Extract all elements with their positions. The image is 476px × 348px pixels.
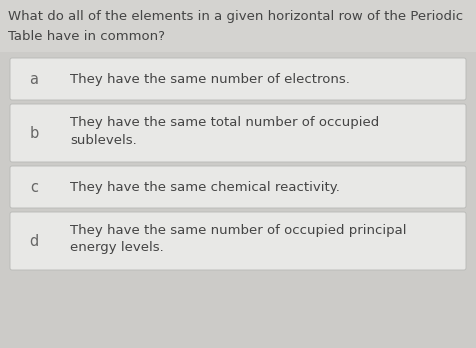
Text: They have the same number of occupied principal
energy levels.: They have the same number of occupied pr…	[70, 224, 407, 254]
FancyBboxPatch shape	[10, 104, 466, 162]
Text: They have the same chemical reactivity.: They have the same chemical reactivity.	[70, 181, 340, 193]
Bar	[0, 0, 476, 52]
Text: They have the same total number of occupied
sublevels.: They have the same total number of occup…	[70, 116, 379, 147]
FancyBboxPatch shape	[10, 58, 466, 100]
Text: They have the same number of electrons.: They have the same number of electrons.	[70, 72, 350, 86]
Text: a: a	[30, 71, 39, 87]
FancyBboxPatch shape	[10, 212, 466, 270]
FancyBboxPatch shape	[10, 166, 466, 208]
Text: c: c	[30, 180, 38, 195]
Text: What do all of the elements in a given horizontal row of the Periodic: What do all of the elements in a given h…	[8, 10, 463, 23]
Text: d: d	[30, 234, 39, 248]
Text: Table have in common?: Table have in common?	[8, 30, 165, 43]
Text: b: b	[30, 126, 39, 141]
